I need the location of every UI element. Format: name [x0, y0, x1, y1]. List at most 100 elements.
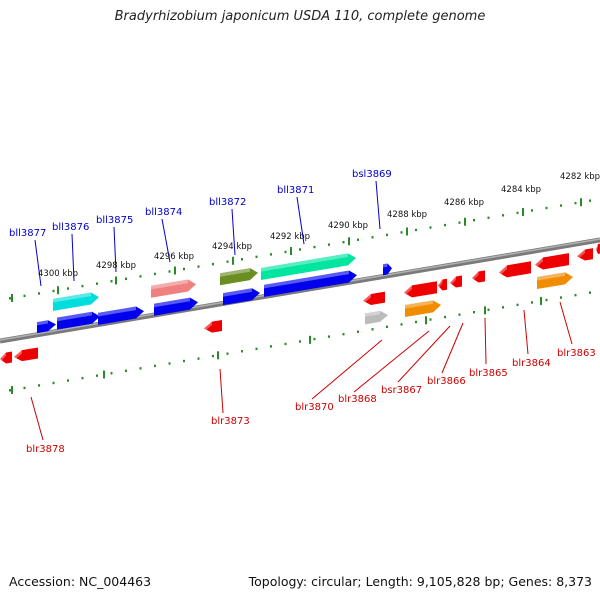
gene-bll3872b	[223, 288, 260, 306]
gene-arrow-highlight	[438, 279, 443, 290]
gene-arrow-body	[596, 243, 600, 254]
leader-line-reverse	[484, 317, 487, 365]
gene-arrows	[0, 243, 600, 364]
gene-blr3870b	[365, 310, 388, 325]
gene-arrow-body	[98, 306, 144, 325]
gene-arrow-highlight	[37, 320, 48, 326]
gene-blr3870	[363, 291, 385, 306]
gene-arrow-body	[365, 310, 388, 325]
gene-bll3871b	[264, 270, 357, 297]
gene-blr3864	[499, 261, 531, 278]
gene-label: bll3876	[52, 222, 89, 233]
gene-blr3868	[404, 281, 437, 298]
leader-line-reverse	[30, 396, 44, 441]
gene-bll3875	[98, 306, 144, 325]
gene-arrow-body	[154, 297, 198, 316]
gene-arrow-body	[472, 270, 485, 283]
leader-line-forward	[296, 196, 305, 245]
leader-line-forward	[113, 226, 117, 273]
leader-line-reverse	[441, 322, 464, 374]
gene-edge	[596, 243, 600, 254]
gene-blr3863b	[537, 272, 573, 290]
gene-arrow-highlight	[577, 249, 585, 260]
gene-arrow-highlight	[383, 263, 388, 268]
leader-line-reverse	[311, 339, 383, 400]
scale-label: 4292 kbp	[270, 232, 310, 242]
gene-arrow-highlight	[204, 321, 212, 332]
gene-arrow-highlight	[537, 272, 565, 281]
gene-arrow-highlight	[261, 253, 348, 272]
scale-label: 4298 kbp	[96, 261, 136, 271]
gene-blr3878b	[14, 347, 38, 362]
gene-arrow-highlight	[405, 300, 433, 309]
leader-line-reverse	[559, 301, 573, 345]
scale-label: 4282 kbp	[560, 172, 600, 182]
upper-tick-track	[9, 198, 591, 302]
leader-line-forward	[375, 180, 381, 230]
gene-label: blr3868	[338, 394, 377, 405]
gene-arrow-body	[37, 320, 56, 334]
accession-text: Accession: NC_004463	[9, 574, 152, 589]
gene-arrow-body	[220, 268, 258, 286]
gene-arrow-body	[537, 272, 573, 290]
gene-label: bll3871	[277, 185, 314, 196]
gene-arrow-body	[204, 319, 222, 333]
gene-label: bll3877	[9, 228, 46, 239]
gene-bsr3867b	[405, 300, 441, 318]
scale-label: 4294 kbp	[212, 242, 252, 252]
gene-bll3876b	[57, 311, 100, 330]
gene-arrow-body	[57, 311, 100, 330]
gene-arrow-body	[450, 275, 462, 288]
gene-arrow-highlight	[98, 306, 136, 317]
gene-blr3878	[0, 351, 12, 364]
gene-label: blr3863	[557, 348, 596, 359]
gene-arrow-highlight	[151, 279, 188, 290]
gene-arrow-body	[383, 263, 392, 276]
gene-label: blr3866	[427, 376, 466, 387]
gene-arrow-body	[151, 279, 196, 298]
map-title: Bradyrhizobium japonicum USDA 110, compl…	[114, 9, 486, 24]
scale-label: 4288 kbp	[387, 210, 427, 220]
gene-arrow-body	[261, 253, 356, 280]
gene-arrow-highlight	[363, 294, 371, 305]
gene-arrow-body	[223, 288, 260, 306]
gene-bll3871	[261, 253, 356, 280]
leader-line-forward	[34, 239, 42, 287]
gene-arrow-body	[53, 292, 99, 311]
leader-line-reverse	[397, 325, 451, 383]
gene-arrow-highlight	[154, 297, 190, 308]
gene-blr3866	[450, 275, 462, 288]
leader-line-forward	[231, 208, 236, 256]
leader-line-forward	[71, 233, 75, 282]
gene-label: bsr3867	[381, 385, 422, 396]
gene-arrow-highlight	[499, 265, 507, 277]
gene-blr3865	[472, 270, 485, 283]
gene-label: blr3865	[469, 368, 508, 379]
scale-label: 4296 kbp	[154, 252, 194, 262]
gene-arrow-highlight	[450, 276, 456, 287]
leader-line-reverse	[523, 309, 529, 355]
gene-bsr3867	[438, 278, 447, 291]
genome-stats-text: Topology: circular; Length: 9,105,828 bp…	[248, 574, 592, 589]
gene-label: blr3878	[26, 444, 65, 455]
scale-label: 4300 kbp	[38, 269, 78, 279]
gene-arrow-body	[535, 253, 569, 270]
gene-arrow-highlight	[14, 350, 22, 361]
gene-arrow-body	[404, 281, 437, 298]
gene-blr3863	[535, 253, 569, 270]
gene-label: bsl3869	[352, 169, 392, 180]
gene-arrow-body	[438, 278, 447, 291]
gene-bsl3869	[383, 263, 392, 276]
scale-label: 4284 kbp	[501, 185, 541, 195]
gene-bll3872	[220, 268, 258, 286]
gene-arrow-highlight	[596, 244, 598, 253]
gene-arrow-body	[363, 291, 385, 306]
gene-label: blr3870	[295, 402, 334, 413]
label-leader-lines	[30, 180, 573, 441]
leader-line-reverse	[353, 330, 430, 393]
gene-bll3876	[53, 292, 99, 311]
gene-arrow-highlight	[220, 268, 250, 277]
gene-label: bll3875	[96, 215, 133, 226]
gene-bll3874b	[154, 297, 198, 316]
gene-label: blr3864	[512, 358, 551, 369]
